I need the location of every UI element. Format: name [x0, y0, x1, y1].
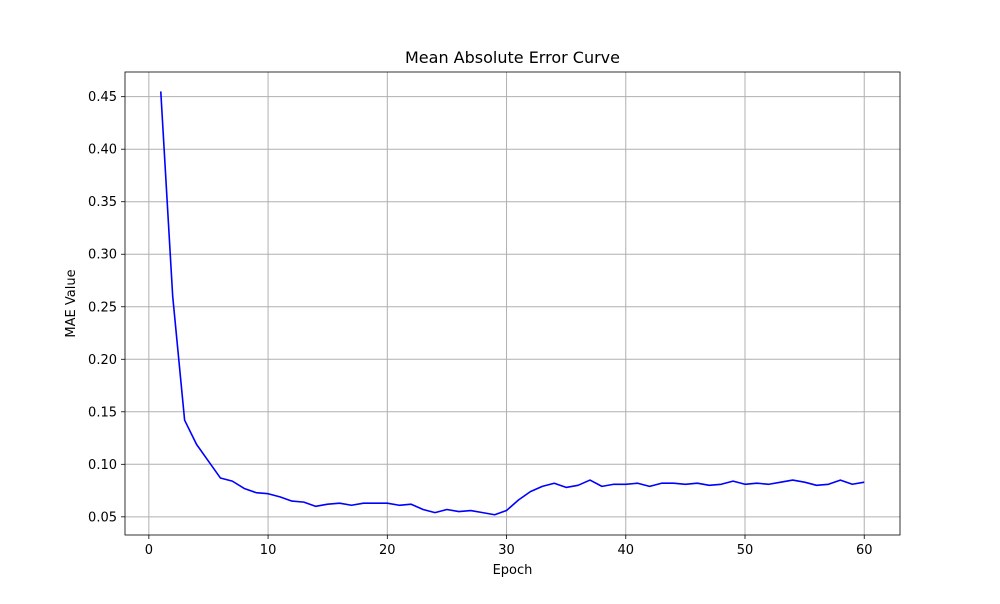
x-tick-label: 40 — [617, 543, 634, 558]
mae-series-line — [159, 91, 865, 516]
y-tick-label: 0.20 — [88, 353, 117, 368]
y-tick-label: 0.30 — [88, 248, 117, 263]
y-tick-label: 0.45 — [88, 90, 117, 105]
x-axis-label: Epoch — [493, 563, 533, 578]
grid-lines — [125, 72, 900, 535]
x-tick-label: 50 — [737, 543, 754, 558]
tick-layer: 0 10 20 30 40 50 60 0.05 0.10 0.15 0.20 0.25 0.30 0.3… — [88, 90, 872, 558]
x-tick-label: 30 — [498, 543, 515, 558]
y-tick-label: 0.15 — [88, 405, 117, 420]
y-tick-label: 0.10 — [88, 458, 117, 473]
x-tick-label: 20 — [379, 543, 396, 558]
series-layer — [159, 91, 865, 516]
plot-frame — [124, 71, 901, 536]
y-tick-label: 0.25 — [88, 300, 117, 315]
y-tick-label: 0.35 — [88, 195, 117, 210]
x-tick-label: 60 — [856, 543, 873, 558]
x-tick-label: 10 — [260, 543, 277, 558]
y-tick-label: 0.05 — [88, 510, 117, 525]
chart-title: Mean Absolute Error Curve — [405, 48, 620, 67]
y-axis-label: MAE Value — [64, 269, 79, 337]
x-tick-label: 0 — [145, 543, 153, 558]
y-tick-label: 0.40 — [88, 143, 117, 158]
